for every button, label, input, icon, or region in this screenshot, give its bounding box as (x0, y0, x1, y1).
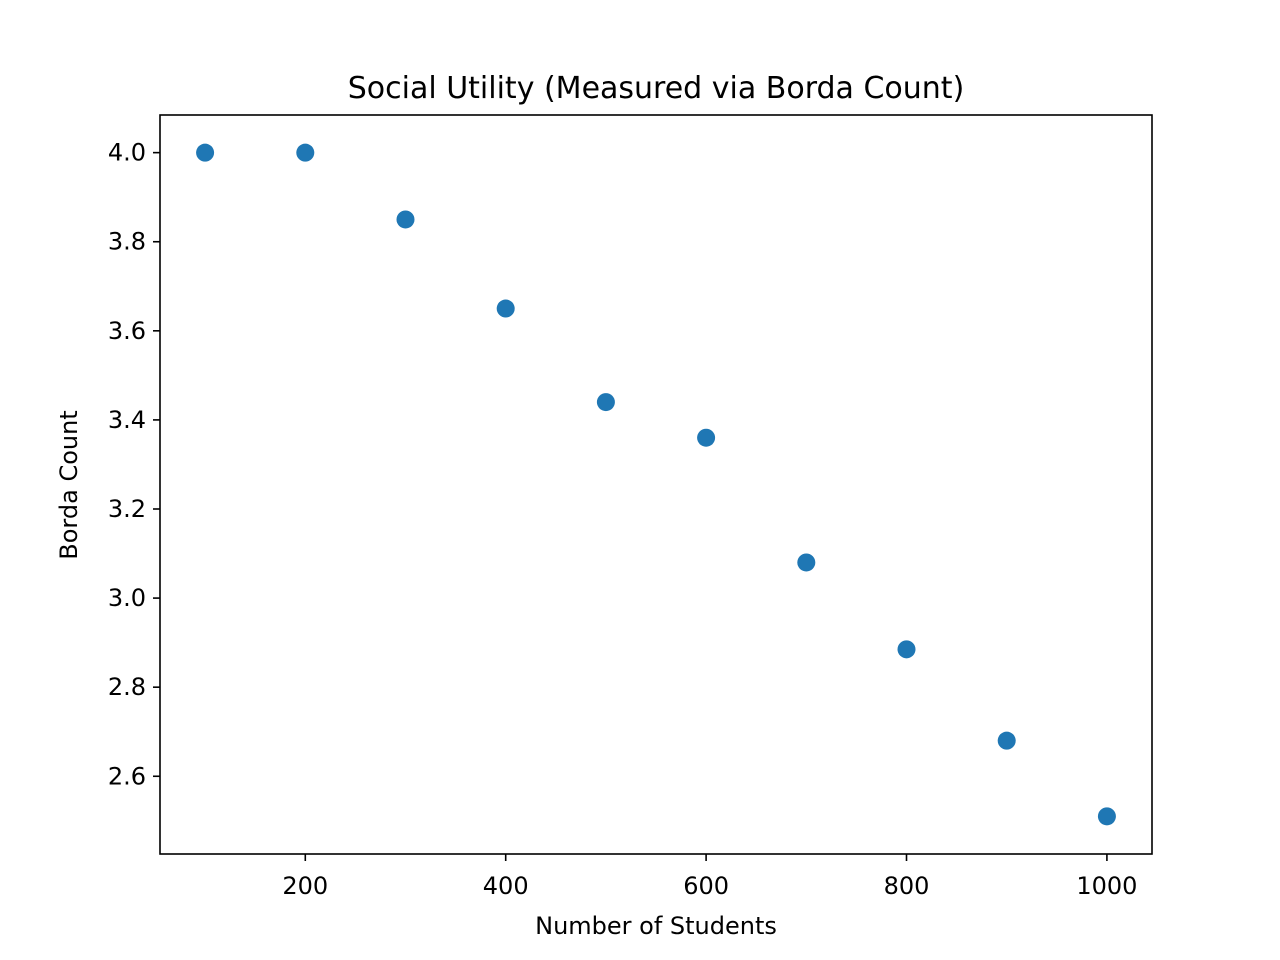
data-point (296, 143, 315, 162)
y-tick-label: 3.6 (108, 317, 146, 345)
y-tick-label: 3.4 (108, 406, 146, 434)
y-tick-label: 2.8 (108, 673, 146, 701)
y-tick-label: 4.0 (108, 139, 146, 167)
chart-title: Social Utility (Measured via Borda Count… (348, 71, 965, 106)
y-tick-label: 3.2 (108, 495, 146, 523)
y-tick-label: 3.0 (108, 584, 146, 612)
x-axis-label: Number of Students (535, 912, 777, 940)
data-point (1097, 807, 1116, 826)
data-point (396, 210, 415, 229)
y-tick-label: 2.6 (108, 762, 146, 790)
x-tick-label: 600 (683, 872, 729, 900)
data-point (697, 428, 716, 447)
x-tick-label: 1000 (1076, 872, 1137, 900)
x-axis: 200 400 600 800 1000 (282, 854, 1137, 900)
data-point (997, 731, 1016, 750)
data-point (496, 299, 515, 318)
data-points (196, 143, 1116, 826)
y-axis: 2.6 2.8 3.0 3.2 3.4 3.6 3.8 4.0 (108, 139, 160, 790)
data-point (797, 553, 816, 572)
data-point (596, 393, 615, 412)
data-point (897, 640, 916, 659)
data-point (196, 143, 215, 162)
plot-area (159, 114, 1153, 855)
x-tick-label: 800 (884, 872, 930, 900)
y-tick-label: 3.8 (108, 228, 146, 256)
x-tick-label: 200 (282, 872, 328, 900)
y-axis-label: Borda Count (55, 410, 83, 559)
x-tick-label: 400 (483, 872, 529, 900)
